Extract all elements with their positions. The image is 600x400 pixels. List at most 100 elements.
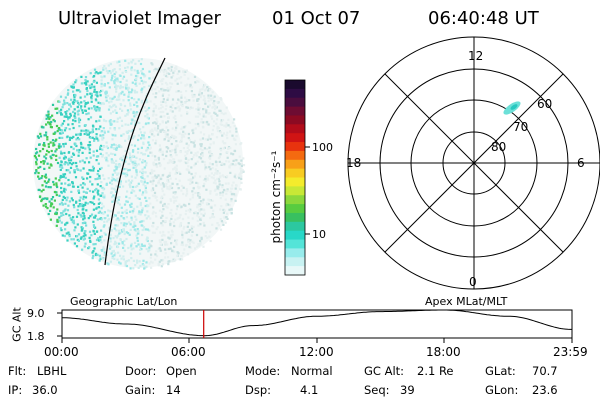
disk-pixel	[224, 142, 227, 145]
disk-pixel	[187, 238, 190, 241]
disk-pixel	[132, 111, 135, 115]
disk-pixel	[85, 224, 88, 227]
disk-pixel	[200, 208, 203, 211]
disk-pixel	[140, 99, 143, 102]
disk-pixel	[174, 172, 177, 175]
disk-pixel	[59, 111, 62, 114]
disk-pixel	[191, 240, 194, 243]
disk-pixel	[123, 93, 126, 96]
disk-pixel	[116, 85, 119, 88]
disk-pixel	[174, 218, 177, 221]
disk-pixel	[82, 208, 85, 211]
disk-pixel	[173, 199, 176, 202]
disk-pixel	[100, 89, 103, 93]
disk-pixel	[72, 152, 75, 155]
disk-pixel	[186, 112, 189, 115]
disk-pixel	[189, 239, 192, 242]
colorbar-tick-label-100: 100	[312, 141, 333, 154]
disk-pixel	[56, 111, 59, 115]
disk-pixel	[109, 123, 112, 126]
disk-pixel	[147, 141, 150, 144]
disk-pixel	[120, 156, 123, 159]
disk-pixel	[86, 177, 89, 180]
disk-pixel	[39, 195, 42, 198]
disk-pixel	[159, 231, 162, 234]
disk-pixel	[44, 203, 47, 206]
disk-pixel	[205, 109, 208, 112]
disk-pixel	[129, 252, 132, 255]
disk-pixel	[149, 151, 152, 154]
disk-pixel	[180, 255, 183, 258]
disk-pixel	[149, 131, 152, 134]
disk-pixel	[113, 68, 116, 71]
disk-pixel	[222, 188, 226, 192]
disk-pixel	[136, 197, 139, 200]
disk-pixel	[83, 161, 86, 164]
disk-pixel	[171, 250, 174, 253]
disk-pixel	[102, 212, 105, 215]
disk-pixel	[143, 244, 146, 247]
disk-pixel	[127, 111, 130, 114]
disk-pixel	[221, 140, 224, 143]
disk-pixel	[213, 216, 216, 219]
disk-pixel	[63, 115, 66, 118]
disk-pixel	[210, 215, 213, 218]
colorbar-swatch	[285, 97, 305, 108]
auroral-spot-core	[510, 104, 518, 110]
disk-pixel	[116, 80, 119, 83]
disk-pixel	[64, 156, 67, 159]
disk-pixel	[92, 224, 95, 227]
disk-pixel	[109, 152, 113, 155]
disk-pixel	[110, 187, 113, 190]
disk-pixel	[181, 126, 184, 129]
disk-pixel	[216, 177, 219, 180]
disk-pixel	[92, 80, 95, 83]
disk-pixel	[151, 76, 155, 79]
disk-pixel	[80, 146, 83, 149]
disk-pixel	[187, 230, 190, 233]
disk-pixel	[161, 83, 164, 86]
disk-pixel	[102, 127, 105, 130]
disk-pixel	[122, 228, 125, 231]
disk-pixel	[199, 218, 202, 221]
disk-pixel	[190, 158, 193, 161]
disk-pixel	[201, 154, 204, 158]
disk-pixel	[192, 187, 195, 190]
disk-pixel	[171, 149, 174, 152]
disk-pixel	[175, 77, 178, 81]
gain-value: 14	[166, 383, 181, 397]
disk-pixel	[139, 245, 142, 248]
disk-pixel	[69, 114, 72, 117]
disk-pixel	[198, 204, 201, 208]
disk-pixel	[63, 196, 66, 200]
disk-pixel	[110, 143, 113, 147]
disk-pixel	[161, 263, 164, 266]
disk-pixel	[174, 67, 177, 70]
disk-pixel	[163, 115, 166, 118]
disk-pixel	[89, 180, 92, 183]
disk-pixel	[37, 175, 40, 178]
disk-pixel	[92, 169, 95, 172]
disk-pixel	[130, 67, 133, 70]
disk-pixel	[122, 246, 125, 249]
disk-pixel	[74, 81, 77, 84]
disk-pixel	[168, 69, 172, 72]
disk-pixel	[68, 103, 71, 106]
disk-pixel	[170, 76, 173, 79]
disk-pixel	[95, 149, 99, 152]
disk-pixel	[174, 177, 177, 180]
disk-pixel	[97, 193, 100, 196]
disk-pixel	[62, 103, 65, 106]
disk-pixel	[88, 151, 91, 154]
disk-pixel	[128, 183, 131, 186]
disk-pixel	[138, 158, 141, 161]
disk-pixel	[98, 239, 101, 242]
disk-pixel	[198, 93, 201, 96]
disk-pixel	[148, 246, 151, 249]
disk-pixel	[213, 189, 217, 192]
disk-pixel	[143, 178, 146, 181]
disk-pixel	[162, 70, 165, 74]
disk-pixel	[124, 149, 127, 153]
disk-pixel	[61, 234, 64, 237]
disk-pixel	[126, 113, 129, 116]
